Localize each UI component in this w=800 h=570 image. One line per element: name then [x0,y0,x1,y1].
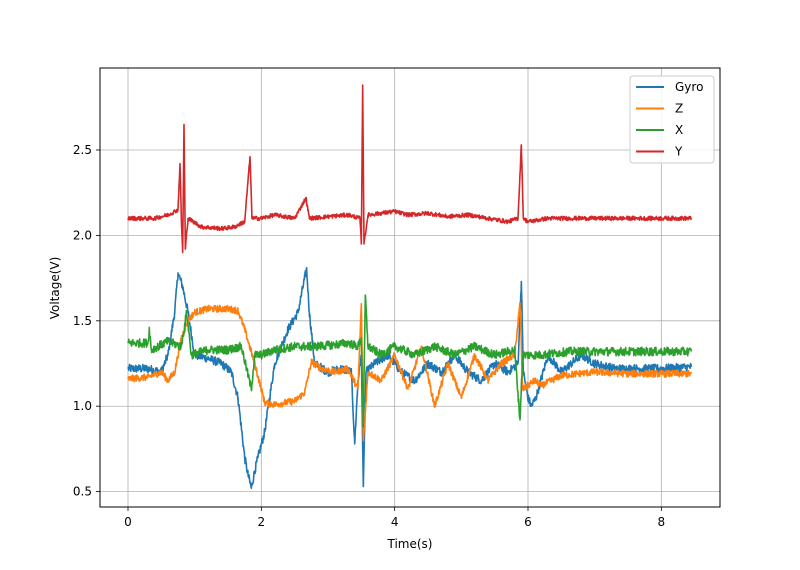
legend-label-x: X [675,123,683,137]
grid-lines [100,68,720,507]
plot-frame [99,67,721,508]
y-tick-label: 1.5 [73,314,92,328]
legend-label-y: Y [674,145,683,159]
x-axis-label: Time(s) [387,537,433,551]
x-tick-label: 4 [391,515,399,529]
y-tick-label: 0.5 [73,485,92,499]
y-tick-label: 1.0 [73,399,92,413]
series-layer [127,84,693,490]
y-tick-label: 2.5 [73,143,92,157]
series-line-x [127,294,693,428]
y-tick-label: 2.0 [73,228,92,242]
y-axis-label: Voltage(V) [48,257,62,320]
legend-label-gyro: Gyro [675,80,703,94]
x-tick-label: 0 [124,515,132,529]
legend-box [629,75,715,164]
axis-ticks: 0 2 4 6 8 0.5 1.0 1.5 2.0 2.5 [73,143,665,529]
x-tick-label: 6 [524,515,532,529]
x-tick-label: 2 [258,515,266,529]
series-line-z [127,301,693,442]
legend: Gyro ZXY [629,75,715,164]
series-line-y [127,84,693,254]
x-tick-label: 8 [658,515,666,529]
legend-label-z: Z [675,102,683,116]
series-line-gyro [127,266,693,490]
